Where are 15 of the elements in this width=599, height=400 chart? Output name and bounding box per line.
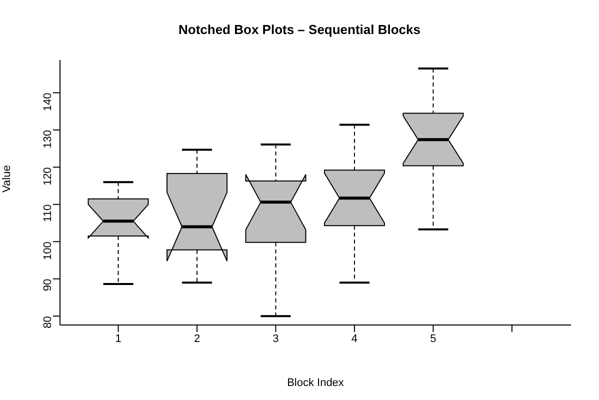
x-tick-label: 4	[351, 332, 358, 345]
y-axis-title: Value	[0, 165, 13, 192]
x-tick-label: 5	[430, 332, 436, 345]
y-tick-label: 110	[42, 204, 54, 222]
x-tick-label: 3	[272, 332, 279, 345]
x-tick-label: 2	[194, 332, 200, 345]
y-tick-label: 100	[42, 242, 54, 260]
chart-title: Notched Box Plots – Sequential Blocks	[178, 22, 422, 37]
y-tick-label: 130	[42, 130, 54, 148]
y-tick-label: 120	[42, 167, 54, 186]
x-axis-title: Block Index	[287, 377, 344, 389]
y-tick-label: 140	[42, 92, 54, 112]
y-tick-label: 80	[42, 316, 54, 328]
y-tick-label: 90	[42, 278, 54, 292]
x-tick-label: 1	[115, 332, 122, 345]
